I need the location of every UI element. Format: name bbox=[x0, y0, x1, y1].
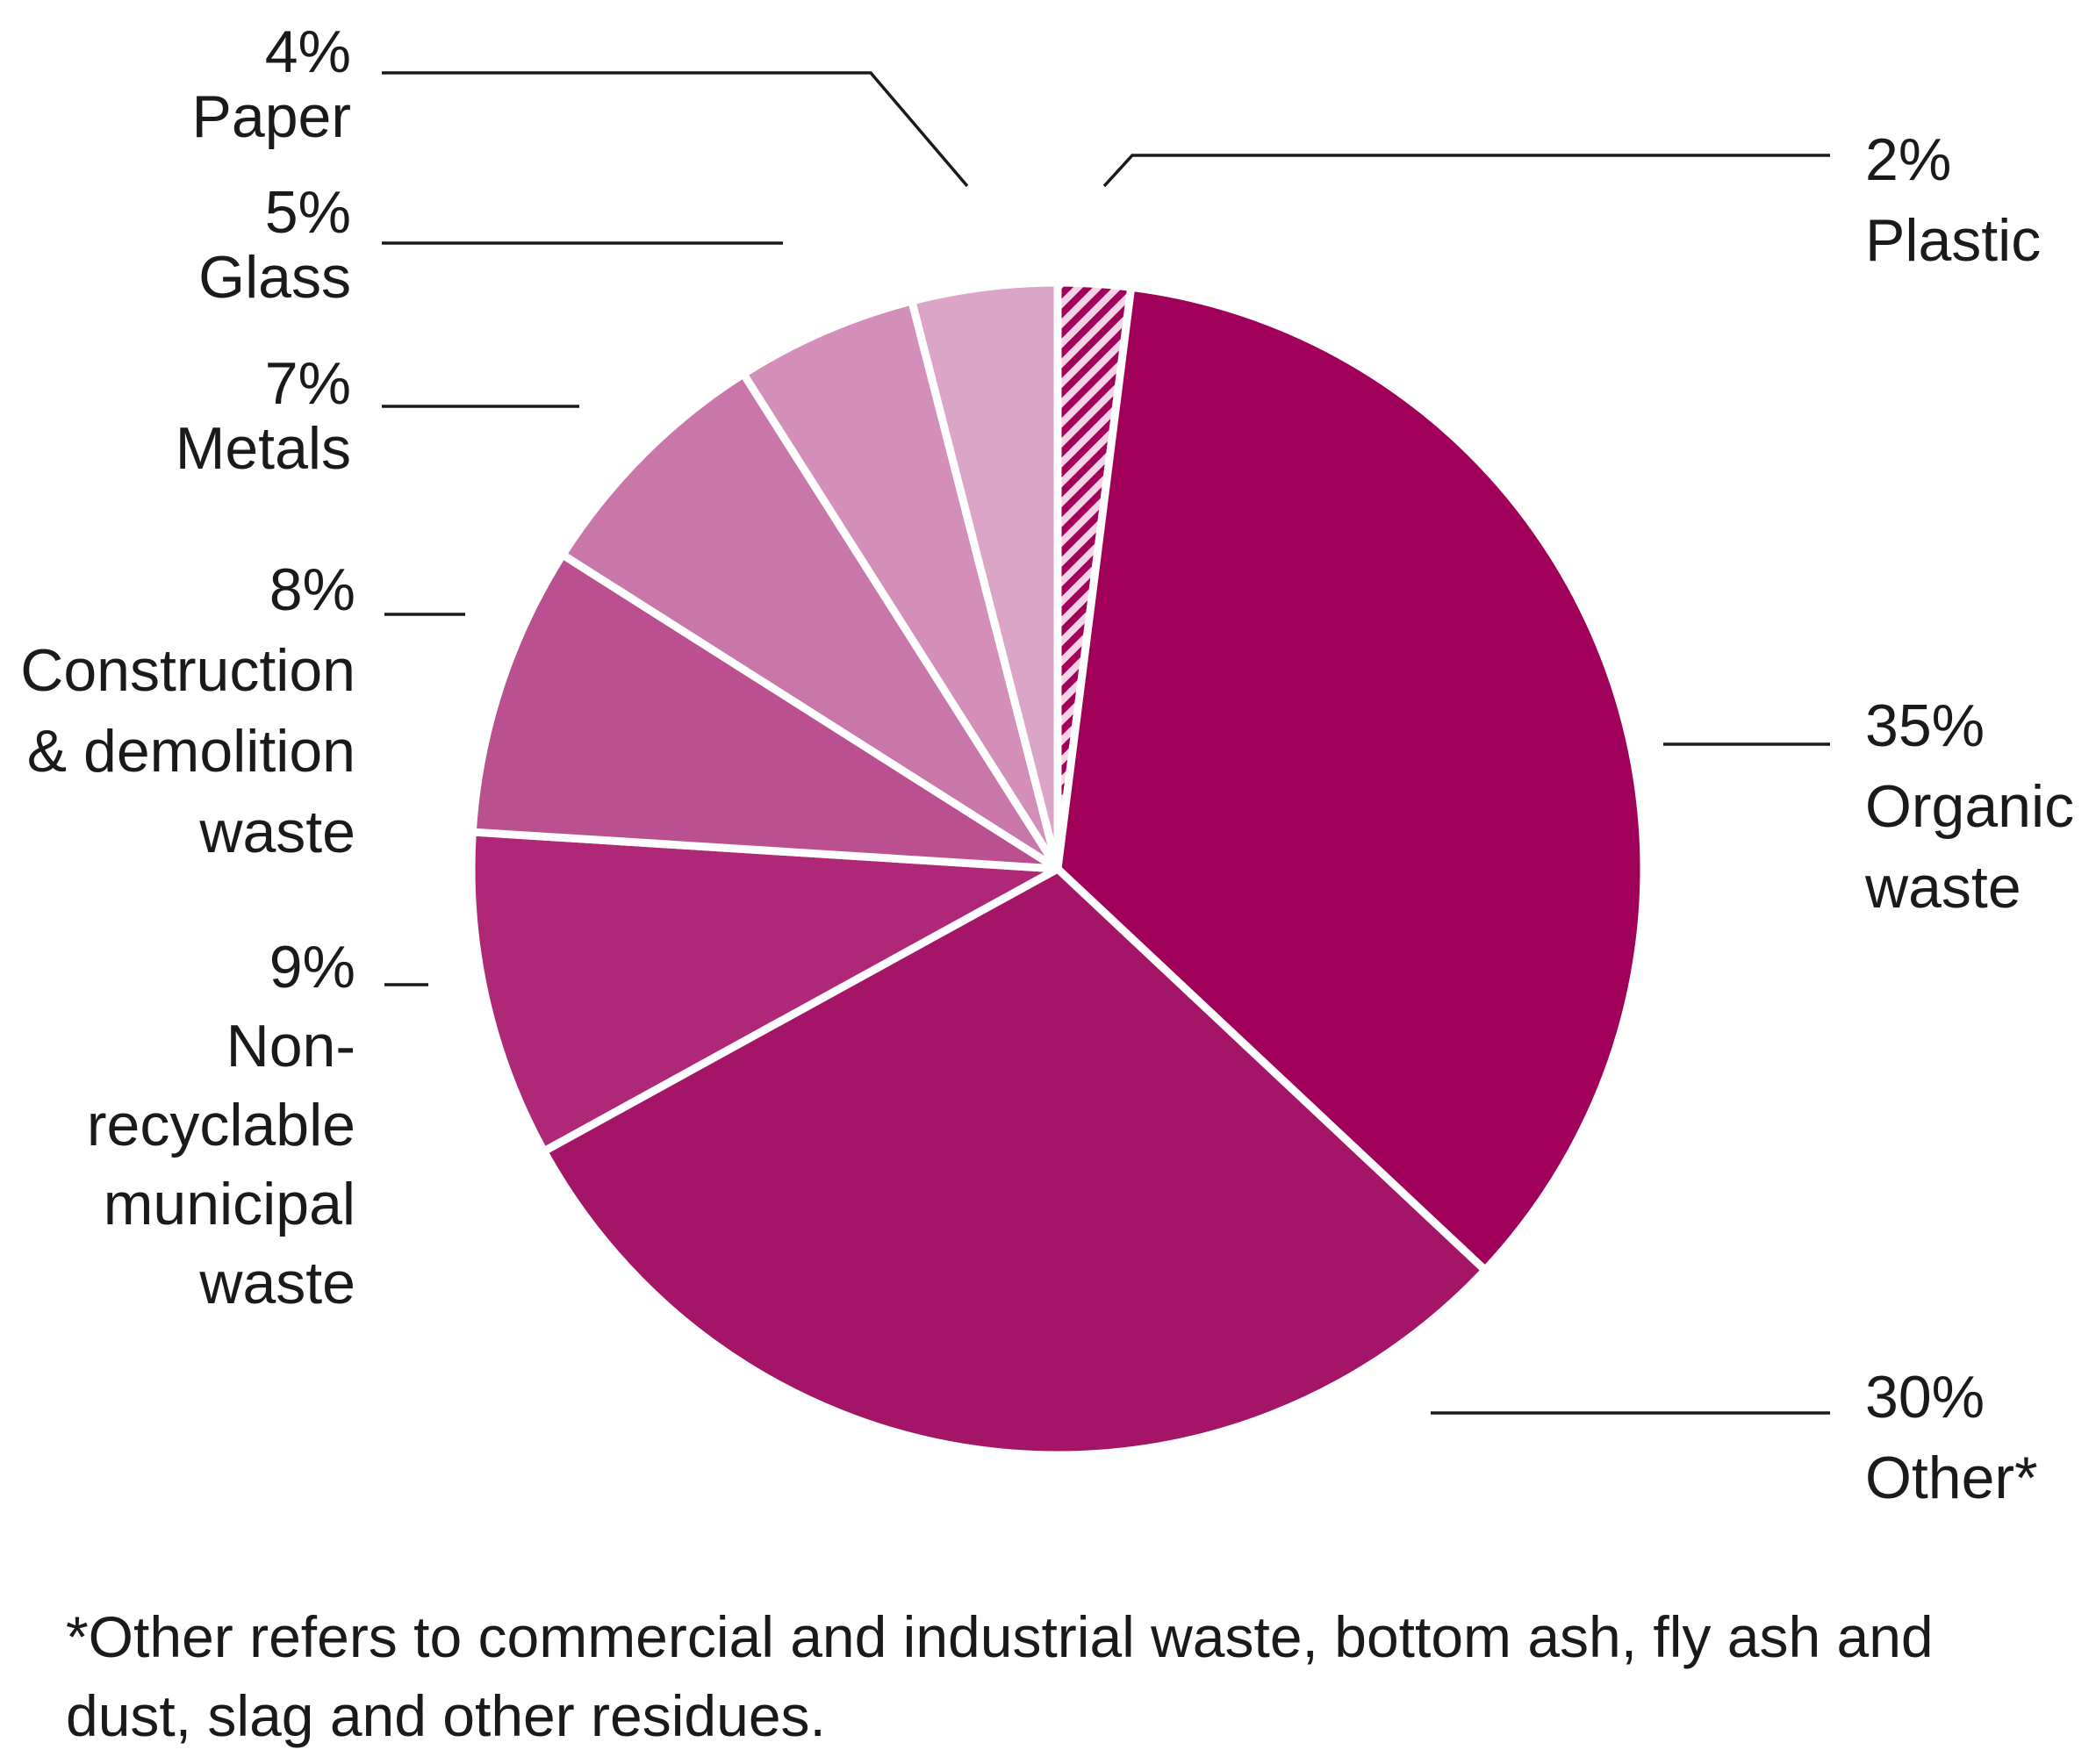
pie-slice-metals bbox=[558, 369, 1062, 873]
slice-name-line: & demolition bbox=[27, 718, 355, 785]
pie-slice-non-recyclable-municipal-waste bbox=[467, 828, 1062, 1156]
slice-label-plastic: 2% Plastic bbox=[1865, 126, 2041, 274]
slice-percent: 7% bbox=[265, 350, 351, 417]
slice-label-other: 30% Other* bbox=[1865, 1364, 2038, 1511]
slice-name-line: waste bbox=[198, 1250, 355, 1316]
slice-percent: 5% bbox=[265, 179, 351, 246]
pie-slice-organic-waste bbox=[1053, 283, 1648, 1274]
slice-name-line: Metals bbox=[176, 415, 351, 482]
slice-name-line: Glass bbox=[198, 244, 351, 311]
slice-name-line: Paper bbox=[192, 83, 351, 150]
leader-line-plastic bbox=[1102, 154, 1830, 188]
slice-label-paper: 4% Paper bbox=[192, 18, 351, 150]
slice-label-organic-waste: 35% Organic waste bbox=[1864, 692, 2074, 921]
slice-name-line: waste bbox=[1864, 854, 2021, 921]
pie-slice-paper bbox=[908, 278, 1062, 873]
slice-name-line: Construction bbox=[20, 637, 355, 704]
slice-name-line: Organic bbox=[1865, 773, 2074, 840]
slice-percent: 8% bbox=[269, 556, 355, 623]
slice-label-construction-demolition-waste: 8% Construction & demolition waste bbox=[20, 556, 355, 865]
pie-chart: 2% Plastic 35% Organic waste 30% Other* 9% Non-r… bbox=[20, 18, 2074, 1511]
slice-name-line: Plastic bbox=[1865, 207, 2041, 274]
leader-line-paper bbox=[382, 71, 969, 188]
footnote: *Other refers to commercial and industri… bbox=[66, 1604, 1934, 1748]
slice-percent: 2% bbox=[1865, 126, 1951, 193]
slice-name-line: waste bbox=[198, 799, 355, 865]
slice-name-line: Non- bbox=[226, 1013, 355, 1079]
slice-name-line: recyclable bbox=[87, 1092, 355, 1158]
pie-slice-glass bbox=[739, 297, 1062, 873]
slice-percent: 9% bbox=[269, 934, 355, 1000]
slice-percent: 35% bbox=[1865, 692, 1985, 759]
pie-slice-construction-demolition-waste bbox=[468, 550, 1062, 873]
pie-slice-other bbox=[540, 864, 1489, 1459]
slice-name-line: municipal bbox=[104, 1171, 355, 1237]
slice-percent: 30% bbox=[1865, 1364, 1985, 1431]
slice-label-metals: 7% Metals bbox=[176, 350, 351, 482]
slice-name-line: Other* bbox=[1865, 1445, 2038, 1511]
slice-label-glass: 5% Glass bbox=[198, 179, 351, 311]
slice-label-non-recyclable-municipal-waste: 9% Non-recyclable municipal waste bbox=[87, 934, 355, 1316]
slice-percent: 4% bbox=[265, 18, 351, 85]
